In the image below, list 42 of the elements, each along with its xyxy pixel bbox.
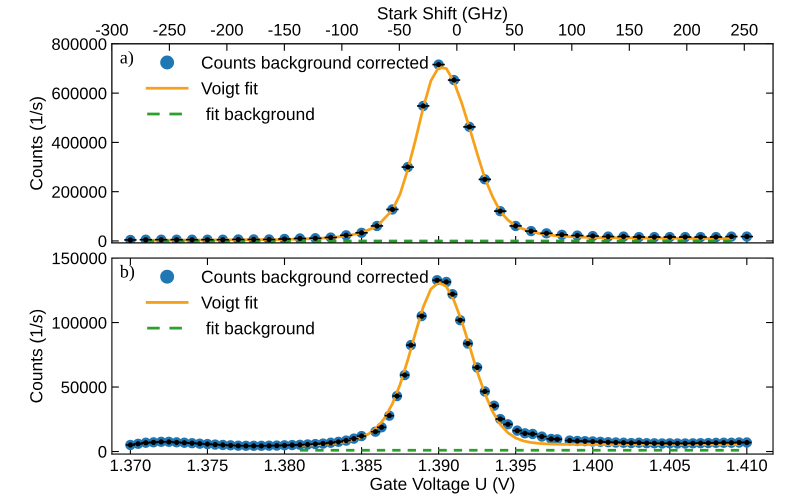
- x-tick-label: 1.385: [342, 459, 382, 472]
- y-tick-label: 0: [98, 235, 106, 248]
- y-tick-label: 400000: [52, 136, 106, 149]
- y-tick-label: 200000: [52, 186, 106, 198]
- legend-label: Voigt fit: [201, 296, 258, 312]
- legend-label: fit background: [206, 107, 314, 124]
- x2-tick-label: 100: [559, 24, 586, 36]
- x2-tick-label: 200: [674, 24, 700, 36]
- x2-tick-label: 0: [452, 24, 461, 36]
- x-tick-label: 1.395: [496, 459, 536, 472]
- y-axis-title: Counts (1/s): [30, 310, 46, 402]
- x2-tick-label: -200: [210, 24, 243, 36]
- y-tick-label: 150000: [52, 252, 106, 264]
- x2-tick-label: -100: [326, 24, 358, 36]
- y-tick-label: 50000: [61, 381, 106, 394]
- y-tick-label: 0: [98, 446, 106, 458]
- x-tick-label: 1.375: [188, 459, 228, 472]
- x-tick-label: 1.400: [573, 459, 613, 472]
- y-tick-label: 100000: [52, 316, 106, 329]
- x-tick-label: 1.405: [650, 459, 690, 472]
- legend-label: Counts background corrected: [202, 56, 428, 72]
- x2-tick-label: 50: [506, 24, 523, 36]
- y-tick-label: 600000: [52, 88, 106, 100]
- legend-label: fit background: [206, 322, 314, 338]
- x2-tick-label: 150: [616, 24, 643, 36]
- x2-tick-label: -250: [153, 24, 186, 36]
- annotation: a): [120, 50, 134, 68]
- y-axis-title: Counts (1/s): [30, 97, 46, 190]
- x-tick-label: 1.380: [264, 459, 305, 472]
- x-tick-label: 1.370: [110, 459, 151, 472]
- annotation: b): [120, 264, 134, 282]
- x2-tick-label: -150: [268, 24, 300, 36]
- y-tick-label: 800000: [52, 38, 106, 50]
- x-axis-title: Gate Voltage U (V): [370, 477, 514, 494]
- x2-tick-label: -300: [96, 24, 128, 36]
- legend-label: Voigt fit: [201, 82, 258, 98]
- x-tick-label: 1.410: [727, 459, 768, 472]
- x2-axis-title: Stark Shift (GHz): [378, 6, 507, 23]
- x2-tick-label: 250: [731, 24, 758, 36]
- legend-label: Counts background corrected: [202, 270, 428, 286]
- x-tick-label: 1.390: [419, 459, 459, 472]
- x2-tick-label: -50: [388, 24, 411, 36]
